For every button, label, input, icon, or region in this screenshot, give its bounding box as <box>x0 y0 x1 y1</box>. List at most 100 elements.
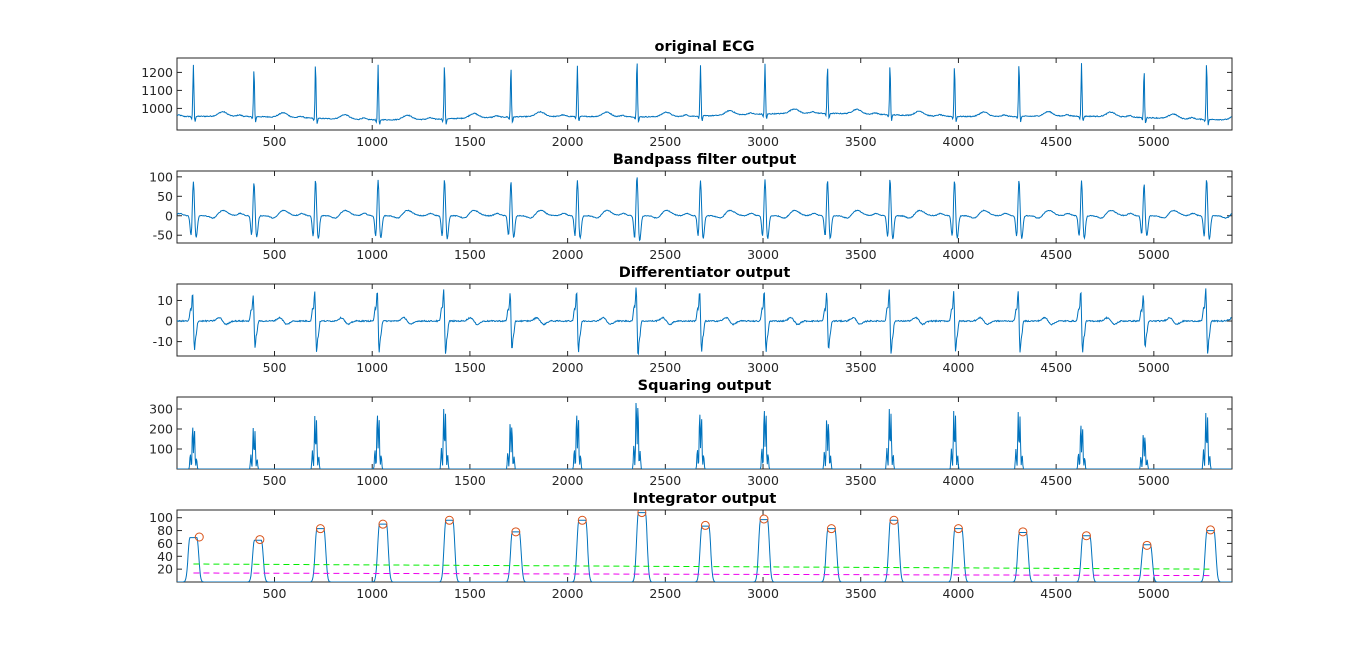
x-tick-label: 2500 <box>649 134 681 149</box>
y-tick-label: 20 <box>157 562 173 577</box>
x-tick-label: 4500 <box>1040 134 1072 149</box>
x-tick-label: 1000 <box>356 247 388 262</box>
x-tick-label: 1000 <box>356 473 388 488</box>
x-tick-label: 1500 <box>454 134 486 149</box>
threshold-magenta-line <box>193 572 1213 577</box>
x-tick-label: 4500 <box>1040 586 1072 601</box>
y-tick-label: 100 <box>149 442 173 457</box>
y-tick-label: 1000 <box>141 101 173 116</box>
x-tick-label: 3000 <box>747 360 779 375</box>
x-tick-label: 1500 <box>454 586 486 601</box>
signal-line <box>177 287 1232 356</box>
x-tick-label: 500 <box>263 586 287 601</box>
y-tick-label: 40 <box>157 549 173 564</box>
x-tick-label: 2000 <box>552 134 584 149</box>
y-tick-label: -10 <box>153 334 173 349</box>
x-tick-label: 4000 <box>943 134 975 149</box>
peak-marker <box>1142 540 1152 550</box>
x-tick-label: 2500 <box>649 247 681 262</box>
x-tick-label: 4500 <box>1040 360 1072 375</box>
peak-marker <box>953 524 963 534</box>
subplot-title: Squaring output <box>638 378 772 394</box>
x-tick-label: 3000 <box>747 473 779 488</box>
subplot-5: Integrator output 500 1000 1500 2000 2500 3000… <box>149 491 1233 601</box>
peak-marker <box>1018 527 1028 537</box>
x-tick-label: 1500 <box>454 473 486 488</box>
peak-marker <box>889 515 899 525</box>
signal-line <box>177 63 1232 126</box>
y-tick-label: 60 <box>157 536 173 551</box>
peak-marker <box>444 515 454 525</box>
x-tick-label: 4000 <box>943 586 975 601</box>
peak-marker <box>826 524 836 534</box>
y-tick-label: 10 <box>157 293 173 308</box>
x-tick-label: 2500 <box>649 473 681 488</box>
peak-marker <box>315 524 325 534</box>
signal-line <box>177 512 1232 582</box>
peak-marker <box>1081 531 1091 541</box>
y-tick-label: 80 <box>157 523 173 538</box>
x-tick-label: 5000 <box>1138 586 1170 601</box>
threshold-green-line <box>193 563 1213 570</box>
y-tick-label: 300 <box>149 402 173 417</box>
x-tick-label: 3500 <box>845 586 877 601</box>
x-tick-label: 4000 <box>943 247 975 262</box>
x-tick-label: 4500 <box>1040 473 1072 488</box>
x-tick-label: 3000 <box>747 247 779 262</box>
x-tick-label: 3500 <box>845 247 877 262</box>
y-tick-label: 50 <box>157 189 173 204</box>
x-tick-label: 500 <box>263 473 287 488</box>
x-tick-label: 3000 <box>747 134 779 149</box>
peak-marker <box>759 514 769 524</box>
signal-line <box>177 402 1232 469</box>
x-tick-label: 3500 <box>845 473 877 488</box>
y-tick-label: 0 <box>165 208 173 223</box>
x-tick-label: 500 <box>263 247 287 262</box>
x-tick-label: 500 <box>263 360 287 375</box>
peak-marker <box>194 532 204 542</box>
x-tick-label: 2000 <box>552 586 584 601</box>
subplot-title: original ECG <box>654 39 754 55</box>
axes-box <box>176 170 1233 244</box>
x-tick-label: 1000 <box>356 586 388 601</box>
x-tick-label: 3000 <box>747 586 779 601</box>
peak-marker <box>378 519 388 529</box>
subplot-4: Squaring output 500 1000 1500 2000 2500 3000 35… <box>149 378 1233 488</box>
y-tick-label: 1200 <box>141 65 173 80</box>
x-tick-label: 3500 <box>845 134 877 149</box>
y-tick-label: 1100 <box>141 83 173 98</box>
x-tick-label: 1000 <box>356 134 388 149</box>
axes-box <box>176 396 1233 470</box>
x-tick-label: 1500 <box>454 247 486 262</box>
subplot-title: Integrator output <box>633 491 777 507</box>
peak-marker <box>255 535 265 545</box>
y-tick-label: 100 <box>149 169 173 184</box>
x-tick-label: 5000 <box>1138 134 1170 149</box>
axes-box <box>176 509 1233 583</box>
x-tick-label: 2000 <box>552 473 584 488</box>
x-tick-label: 2000 <box>552 247 584 262</box>
peak-marker <box>511 527 521 537</box>
x-tick-label: 5000 <box>1138 473 1170 488</box>
peak-marker <box>637 510 647 518</box>
y-tick-label: 0 <box>165 314 173 329</box>
x-tick-label: 4000 <box>943 473 975 488</box>
x-tick-label: 2500 <box>649 360 681 375</box>
peak-marker <box>577 515 587 525</box>
x-tick-label: 3500 <box>845 360 877 375</box>
x-tick-label: 4500 <box>1040 247 1072 262</box>
signal-line <box>177 177 1232 242</box>
subplot-title: Differentiator output <box>619 265 791 281</box>
axes-box <box>176 283 1233 357</box>
x-tick-label: 2500 <box>649 586 681 601</box>
peak-marker <box>1206 525 1216 535</box>
x-tick-label: 5000 <box>1138 247 1170 262</box>
subplot-1: original ECG 500 1000 1500 2000 2500 3000 3500 4… <box>141 39 1233 149</box>
x-tick-label: 2000 <box>552 360 584 375</box>
x-tick-label: 500 <box>263 134 287 149</box>
peak-marker <box>700 520 710 530</box>
subplot-title: Bandpass filter output <box>613 152 797 168</box>
x-tick-label: 1500 <box>454 360 486 375</box>
